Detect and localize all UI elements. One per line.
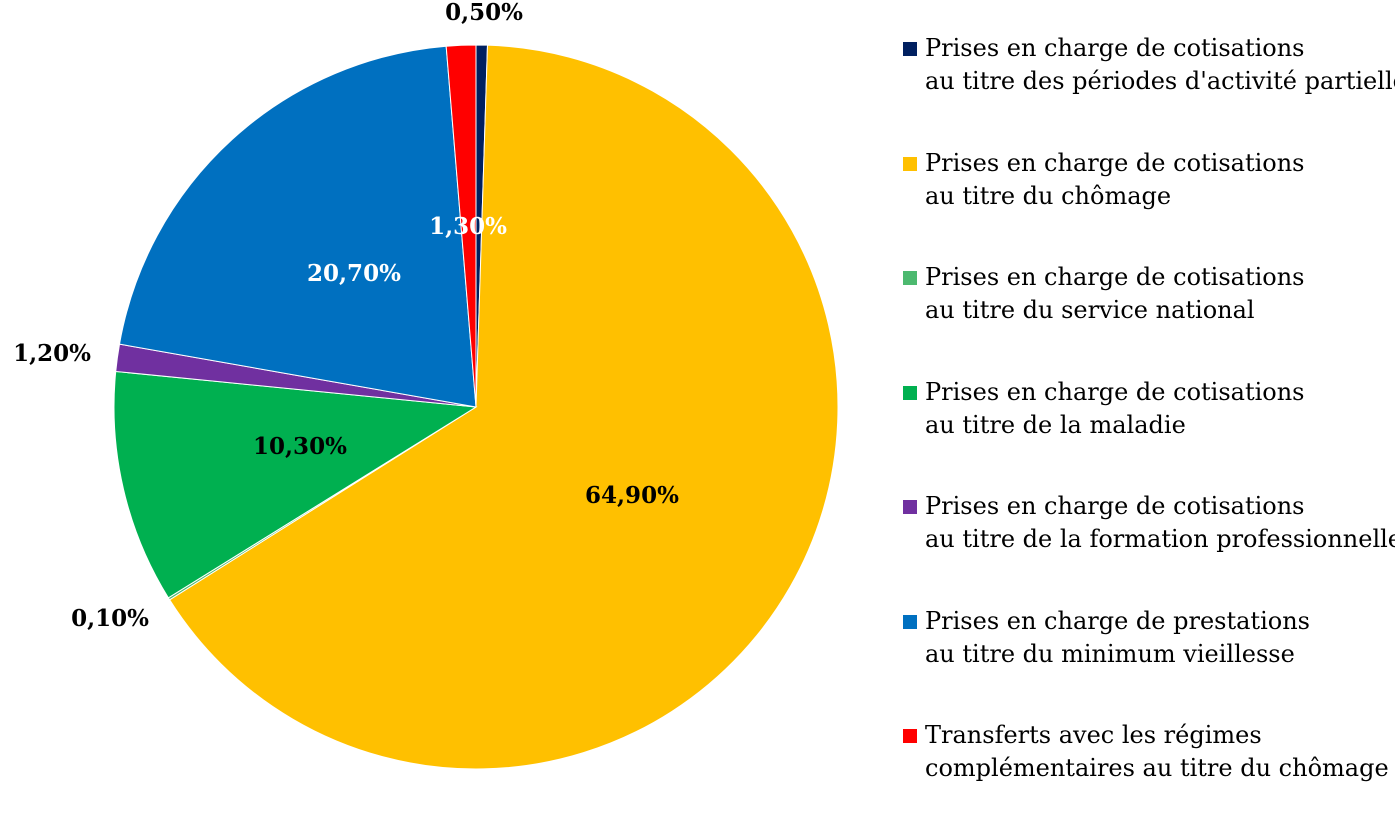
legend-label-line: au titre de la maladie xyxy=(925,410,1186,439)
legend-label: Prises en charge de cotisations au titre … xyxy=(925,490,1395,556)
pie-slice xyxy=(113,370,478,599)
pie-slices xyxy=(113,44,839,770)
slice-data-label: 1,20% xyxy=(13,340,91,367)
legend-label: Prises en charge de cotisations au titre … xyxy=(925,376,1305,442)
legend-label-line: au titre des périodes d'activité partiel… xyxy=(925,67,1395,95)
legend-label-line: au titre du service national xyxy=(925,296,1255,324)
legend-label: Prises en charge de cotisations au titre … xyxy=(925,261,1305,327)
legend-swatch xyxy=(903,385,917,400)
legend-label-line: Prises en charge de cotisations xyxy=(925,492,1305,520)
legend-label-line: Transferts avec les régimes xyxy=(925,721,1262,749)
legend-label-line: Prises en charge de cotisations xyxy=(925,148,1305,177)
legend-swatch xyxy=(903,729,917,743)
legend-item: Prises en charge de cotisations au titre … xyxy=(898,490,1395,605)
legend-item: Prises en charge de cotisations au titre … xyxy=(898,376,1388,491)
slice-data-label: 0,50% xyxy=(445,0,523,26)
legend-swatch xyxy=(903,42,917,56)
legend-swatch xyxy=(903,614,917,629)
legend-label: Prises en charge de cotisations au titre … xyxy=(925,147,1305,213)
legend-label-line: complémentaires au titre du chômage xyxy=(925,754,1389,782)
legend-item: Prises en charge de cotisations au titre … xyxy=(898,32,1395,147)
legend-label-line: Prises en charge de cotisations xyxy=(925,263,1305,291)
legend-label: Prises en charge de cotisations au titre … xyxy=(925,32,1395,98)
slice-data-label: 10,30% xyxy=(253,433,347,460)
legend-label-line: au titre du minimum vieillesse xyxy=(925,639,1295,668)
legend-label-line: Prises en charge de cotisations xyxy=(925,377,1305,406)
pie-slice xyxy=(445,44,477,408)
pie-slice xyxy=(168,44,839,770)
legend-label-line: au titre du chômage xyxy=(925,181,1172,210)
legend-swatch xyxy=(903,156,917,171)
legend-label-line: Prises en charge de prestations xyxy=(925,606,1310,635)
chart-legend: Prises en charge de cotisations au titre … xyxy=(898,32,1395,834)
slice-data-label: 20,70% xyxy=(307,260,401,287)
slice-data-label: 64,90% xyxy=(585,482,679,509)
pie-chart: 0,50% 64,90% 0,10% 10,30% 1,20% 20,70% 1,30% xyxy=(13,0,839,770)
legend-item: Prises en charge de cotisations au titre … xyxy=(898,147,1388,262)
legend-item: Transferts avec les régimes complémentair… xyxy=(898,719,1389,834)
legend-label-line: au titre de la formation professionnelle xyxy=(925,525,1395,553)
legend-swatch xyxy=(903,500,917,514)
legend-swatch xyxy=(903,271,917,285)
legend-label-line: Prises en charge de cotisations xyxy=(925,34,1305,62)
legend-label: Prises en charge de prestations au titre … xyxy=(925,605,1310,671)
pie-data-labels: 0,50% 64,90% 0,10% 10,30% 1,20% 20,70% 1,30% xyxy=(13,0,679,632)
pie-slice xyxy=(118,45,477,408)
slice-data-label: 0,10% xyxy=(71,605,149,632)
legend-item: Prises en charge de prestations au titre … xyxy=(898,605,1388,720)
legend-item: Prises en charge de cotisations au titre … xyxy=(898,261,1388,376)
legend-label: Transferts avec les régimes complémentair… xyxy=(925,719,1389,785)
slice-data-label: 1,30% xyxy=(429,213,507,240)
